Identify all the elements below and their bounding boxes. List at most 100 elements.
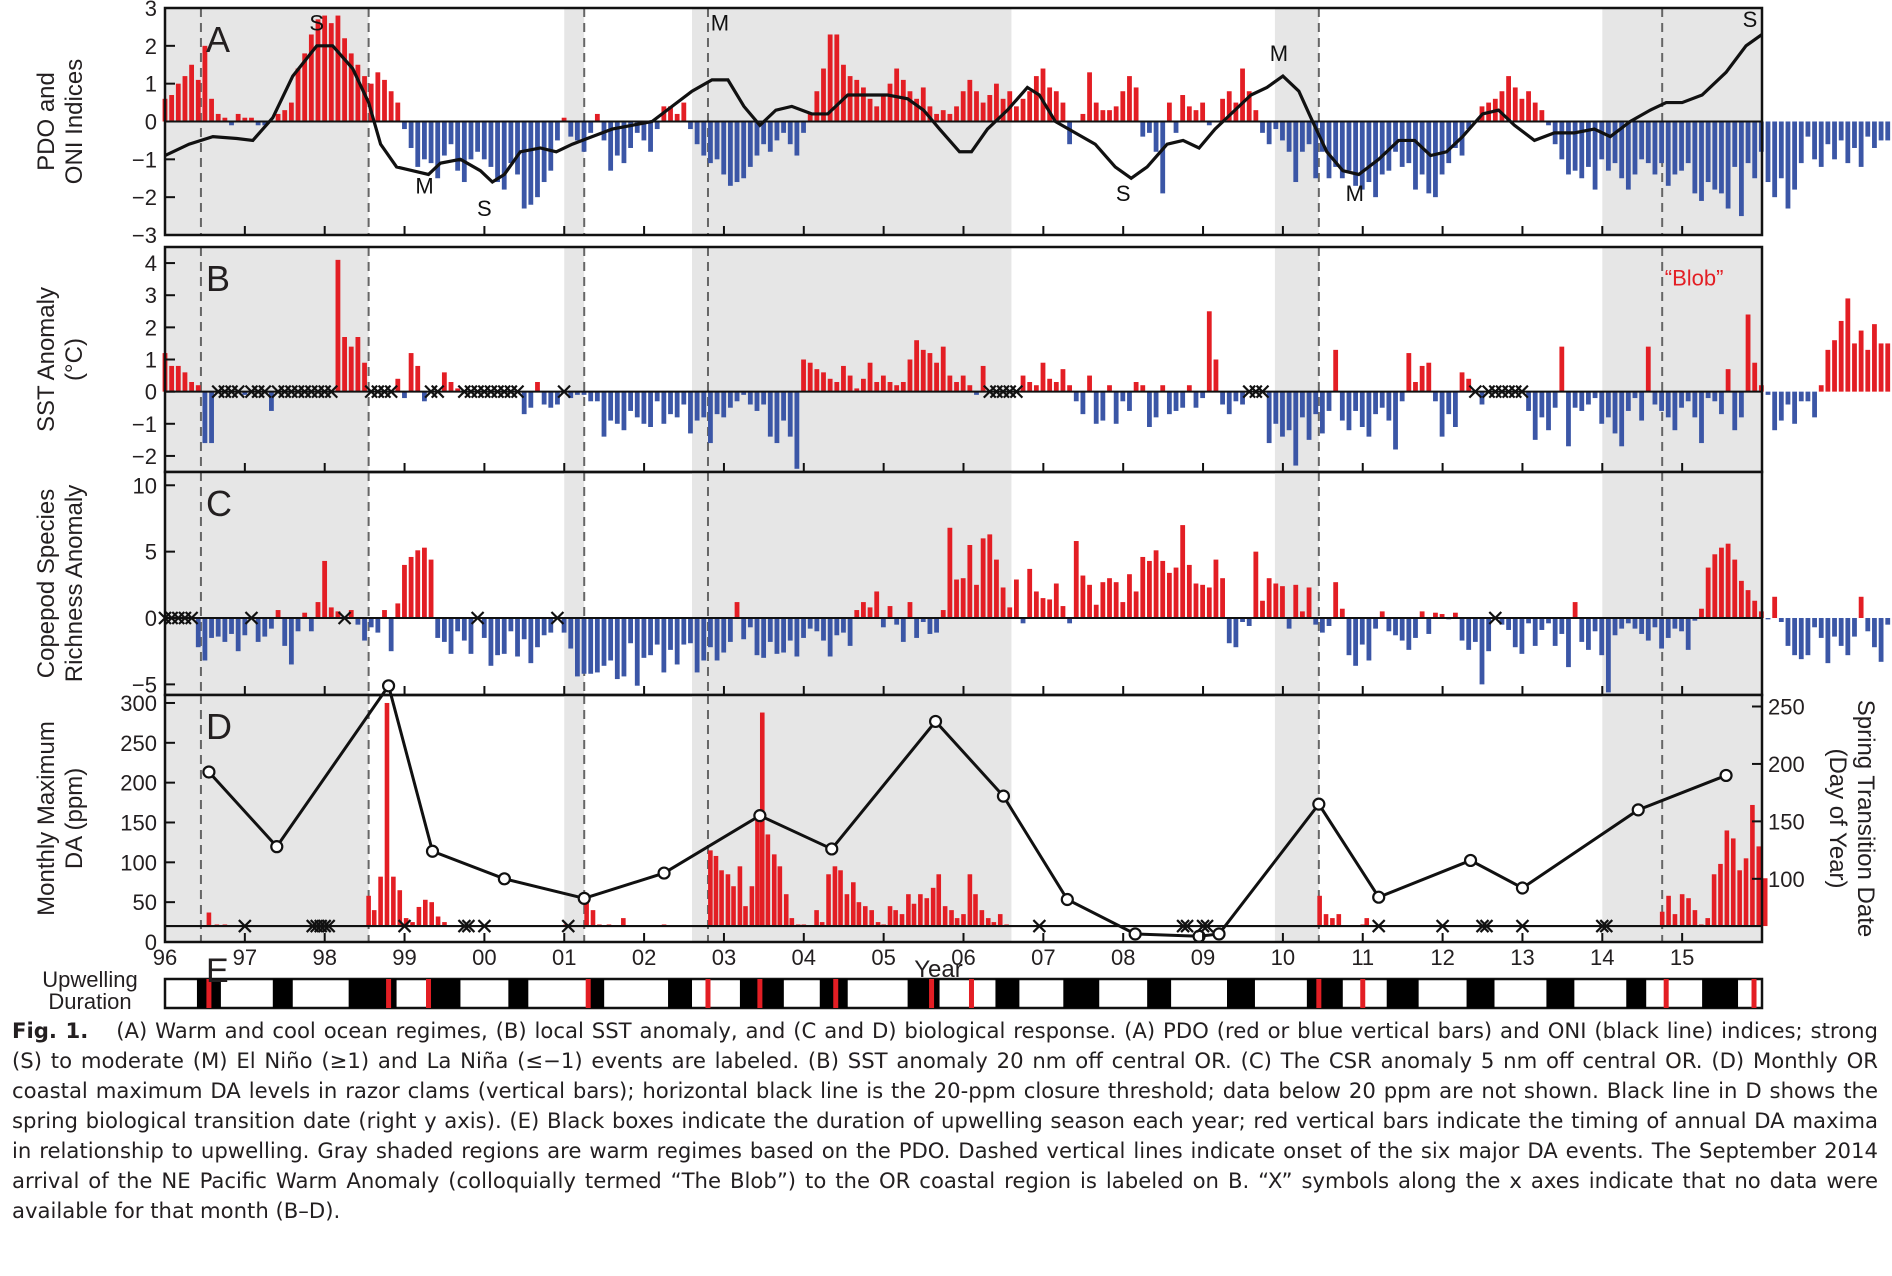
x-tick-label: 99 <box>392 945 416 970</box>
bar <box>1805 618 1811 656</box>
y-tick-label: 5 <box>145 540 157 565</box>
bar <box>574 121 580 141</box>
bar <box>821 618 826 641</box>
da-bar <box>777 866 783 927</box>
bar <box>1552 391 1558 408</box>
bar <box>1719 391 1724 415</box>
da-bar <box>731 886 736 927</box>
bar <box>1679 121 1684 171</box>
da-bar <box>1666 895 1671 927</box>
bar <box>920 87 926 122</box>
bar <box>288 618 294 665</box>
bar <box>355 618 361 625</box>
bar <box>914 98 920 122</box>
bar <box>947 113 953 122</box>
bar <box>428 559 434 619</box>
missing-data-marker <box>1515 384 1529 399</box>
bar <box>1872 121 1877 148</box>
missing-data-marker <box>257 384 272 399</box>
bar <box>1386 618 1392 632</box>
bar <box>328 607 334 619</box>
y-tick-label: 10 <box>133 473 157 498</box>
bar <box>781 618 786 653</box>
spring-transition-point <box>1060 892 1074 907</box>
y2-tick-label: 100 <box>1768 867 1805 892</box>
da-maximum-bar <box>968 979 974 1008</box>
bar <box>980 365 986 392</box>
bar <box>1792 121 1798 190</box>
bar <box>348 346 354 392</box>
bar <box>841 618 846 633</box>
bar <box>189 64 195 122</box>
bar <box>1266 391 1272 444</box>
bar <box>621 391 627 431</box>
bar <box>1353 121 1359 186</box>
bar <box>1173 391 1179 411</box>
bar <box>834 382 840 392</box>
bar <box>634 391 640 418</box>
bar <box>681 102 687 122</box>
bar <box>422 547 427 619</box>
bar <box>235 113 241 122</box>
caption-text: (A) Warm and cool ocean regimes, (B) loc… <box>12 1018 1878 1223</box>
bar <box>1539 110 1545 122</box>
bar <box>801 618 806 638</box>
bar <box>1599 121 1605 160</box>
y2-tick-label: 150 <box>1768 809 1805 834</box>
da-bar <box>435 916 441 927</box>
bar <box>1539 618 1545 630</box>
bar <box>1579 121 1585 179</box>
bar <box>249 117 254 122</box>
x-tick-label: 05 <box>871 945 895 970</box>
x-tick-label: 11 <box>1351 945 1374 970</box>
ylabel-line2: DA (ppm) <box>61 768 88 869</box>
bar <box>348 610 354 619</box>
bar <box>461 618 467 641</box>
bar <box>495 618 500 656</box>
bar <box>887 83 893 122</box>
bar <box>1705 567 1711 619</box>
bar <box>1047 378 1053 392</box>
da-bar <box>1364 918 1370 927</box>
missing-data-marker <box>557 384 571 399</box>
bar <box>282 618 288 646</box>
bar <box>974 391 979 395</box>
bar <box>1373 391 1378 415</box>
bar <box>342 337 347 392</box>
bar <box>1612 391 1618 434</box>
bar <box>1333 582 1339 619</box>
bar <box>801 121 806 133</box>
bar <box>794 618 800 657</box>
bar <box>528 618 534 664</box>
bar <box>927 353 933 392</box>
missing-data-marker <box>457 919 472 933</box>
upwelling-box <box>907 979 940 1008</box>
bar <box>455 121 461 171</box>
warm-regime-shade <box>1602 247 1762 472</box>
bar <box>1393 121 1398 152</box>
bar <box>1313 391 1319 415</box>
da-bar <box>936 874 942 927</box>
y-tick-label: 150 <box>120 810 157 835</box>
bar <box>608 391 614 421</box>
event-label: M <box>711 11 729 36</box>
bar <box>541 618 547 636</box>
bar <box>641 121 647 141</box>
bar <box>741 618 747 640</box>
ylabel-right-line1: Spring Transition Date <box>1852 700 1879 937</box>
bar <box>475 121 481 152</box>
bar <box>448 382 454 392</box>
bar <box>1845 618 1851 656</box>
da-maximum-bar <box>1751 979 1757 1008</box>
bar <box>827 378 833 392</box>
bar <box>701 618 707 661</box>
bar <box>761 391 767 405</box>
bar <box>960 375 966 392</box>
bar <box>1240 618 1245 622</box>
bar <box>1705 121 1711 183</box>
bar <box>934 113 939 122</box>
da-bar <box>423 899 428 927</box>
da-bar <box>397 890 403 927</box>
bar <box>900 618 906 642</box>
